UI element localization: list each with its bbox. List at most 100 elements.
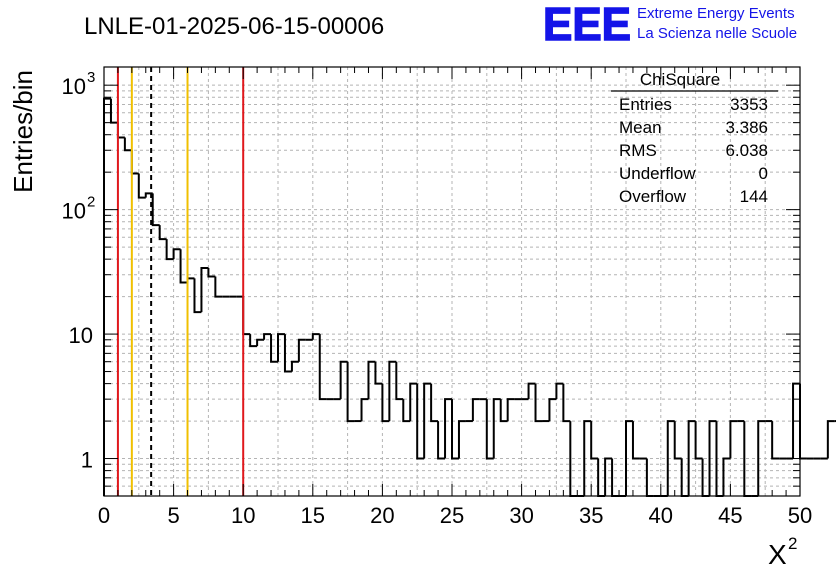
histogram-bin: [708, 420, 717, 496]
histogram-bin: [123, 137, 132, 152]
histogram-bin: [527, 382, 536, 400]
eee-logo-line2: La Scienza nelle Scuole: [637, 25, 797, 42]
histogram-bin: [158, 225, 167, 241]
histogram-bin: [130, 150, 139, 175]
x-tick-label: 35: [579, 503, 603, 528]
x-tick-label: 20: [370, 503, 394, 528]
histogram-bin: [631, 421, 640, 460]
histogram-bin: [360, 398, 369, 422]
histogram-bin: [437, 421, 446, 460]
y-tick-label: 10: [69, 323, 93, 348]
histogram-bin: [451, 399, 459, 460]
histogram-bin: [103, 97, 111, 496]
x-tick-labels: 0 5 10 15 20 25 30 35 40 45 50: [98, 503, 812, 528]
y-tick-label: 10: [62, 74, 86, 99]
histogram-bin: [562, 383, 571, 423]
histogram-bin: [499, 399, 508, 423]
histogram-bin: [729, 420, 738, 459]
stats-title: ChiSquare: [640, 70, 720, 89]
histogram-bin: [270, 334, 278, 363]
histogram-bin: [771, 421, 780, 460]
eee-logo-line1: Extreme Energy Events: [637, 5, 795, 22]
stats-value-rms: 6.038: [725, 141, 768, 160]
reference-lines: [116, 67, 245, 496]
histogram-bin: [430, 383, 439, 423]
histogram-bin: [249, 334, 258, 348]
histogram-bin: [388, 360, 397, 422]
histogram-bin: [395, 361, 404, 401]
histogram-bin: [722, 457, 731, 496]
histogram-bin: [826, 420, 835, 459]
histogram-bin: [604, 457, 613, 496]
eee-logo-letters: EEE: [543, 0, 631, 50]
histogram-bin: [548, 398, 557, 422]
y-tick-label-exponent: 2: [87, 194, 95, 211]
histogram-bin: [200, 266, 209, 313]
histogram-bin: [666, 420, 675, 496]
histogram-bin: [165, 239, 174, 261]
chart-title: LNLE-01-2025-06-15-00006: [84, 13, 384, 40]
histogram-bin: [116, 122, 125, 139]
x-tick-label: 0: [98, 503, 110, 528]
eee-logo: EEE Extreme Energy Events La Scienza nel…: [542, 0, 797, 51]
histogram-bin: [757, 420, 766, 496]
histogram-bin: [555, 382, 564, 400]
x-tick-label: 50: [788, 503, 812, 528]
histogram-bin: [242, 296, 251, 336]
histogram-bin: [109, 98, 118, 124]
stats-label-mean: Mean: [619, 118, 662, 137]
axis-ticks: [103, 67, 801, 497]
histogram-bin: [318, 334, 327, 401]
y-tick-label: 1: [81, 448, 93, 473]
y-axis-label: Entries/bin: [8, 70, 38, 193]
stats-box: ChiSquare Entries 3353 Mean 3.386 RMS 6.…: [611, 70, 778, 206]
histogram-bin: [256, 338, 265, 347]
histogram-bin: [799, 383, 807, 460]
histogram-bin: [416, 383, 425, 460]
histogram-bin: [283, 334, 292, 373]
histogram-bin: [409, 382, 418, 422]
grid-lines: [104, 67, 800, 496]
histogram-bin: [471, 398, 480, 422]
histogram-bin: [346, 361, 355, 423]
histogram-bin: [444, 398, 452, 459]
histogram-bin: [625, 420, 633, 496]
y-tick-label: 10: [62, 199, 86, 224]
histogram-bin: [534, 383, 543, 423]
histogram-bin: [367, 360, 376, 400]
histogram-bin: [457, 420, 466, 459]
stats-label-rms: RMS: [619, 141, 657, 160]
histogram-bin: [137, 173, 146, 199]
histogram-bin: [339, 360, 348, 400]
x-axis-label-superscript: 2: [788, 534, 797, 553]
stats-label-underflow: Underflow: [619, 164, 696, 183]
histogram-bin: [179, 249, 188, 284]
histogram-bin: [423, 382, 432, 459]
x-tick-label: 25: [440, 503, 464, 528]
histogram-bin: [297, 338, 306, 362]
x-tick-label: 30: [509, 503, 533, 528]
stats-value-mean: 3.386: [725, 118, 768, 137]
histogram-bin: [290, 360, 299, 372]
histogram-bin: [207, 267, 216, 278]
histogram-bin: [214, 276, 223, 298]
stats-label-entries: Entries: [619, 95, 672, 114]
x-tick-label: 10: [231, 503, 255, 528]
stats-value-underflow: 0: [759, 164, 768, 183]
histogram-bin: [172, 248, 181, 260]
x-tick-label: 5: [167, 503, 179, 528]
y-tick-label-exponent: 3: [87, 69, 95, 86]
histogram-bin: [277, 333, 285, 362]
x-tick-label: 45: [718, 503, 742, 528]
histogram-bin: [381, 383, 390, 423]
histogram-bin: [186, 277, 195, 283]
histogram-bin: [151, 193, 160, 227]
x-axis-label: X: [768, 539, 787, 570]
stats-label-overflow: Overflow: [619, 187, 687, 206]
histogram-bin: [506, 398, 515, 422]
histogram-bin: [193, 278, 202, 314]
x-tick-label: 40: [649, 503, 673, 528]
histogram-bin: [374, 361, 383, 385]
